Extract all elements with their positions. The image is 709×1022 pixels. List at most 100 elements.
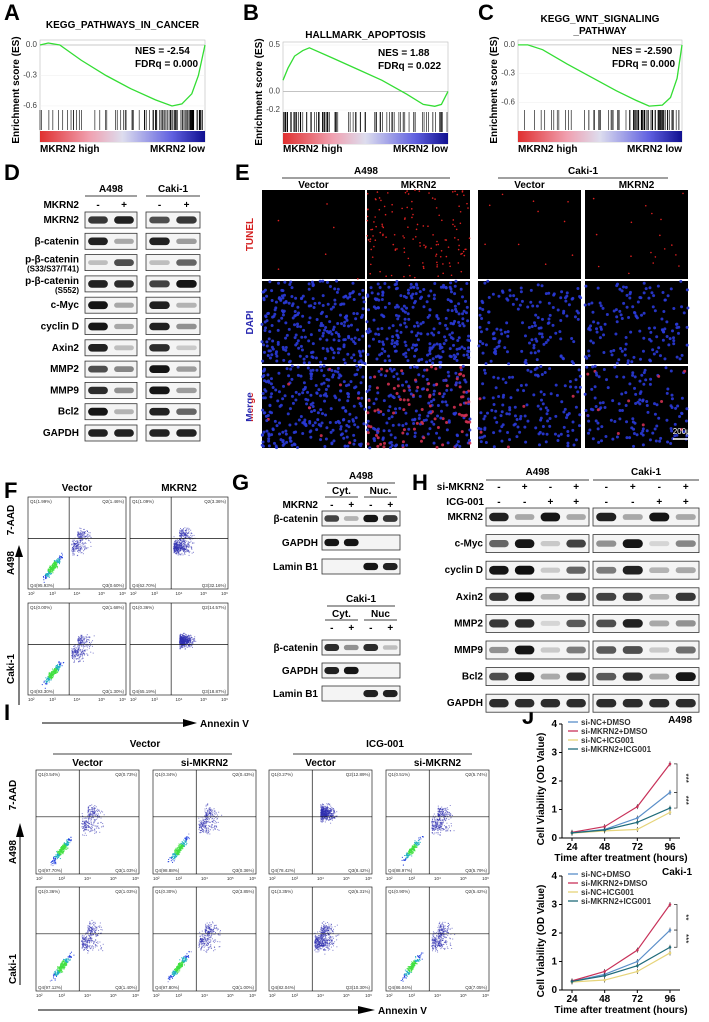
y-tick-label: -0.3 xyxy=(501,69,515,78)
event-dot xyxy=(94,828,96,830)
y-axis-label: Enrichment score (ES) xyxy=(11,36,22,143)
nucleus-dot xyxy=(406,312,410,316)
event-dot xyxy=(191,642,193,644)
event-dot xyxy=(86,530,88,532)
nucleus-dot xyxy=(671,329,675,333)
nucleus-dot xyxy=(481,301,485,305)
event-dot xyxy=(180,554,182,556)
event-dot xyxy=(57,667,59,669)
event-dot xyxy=(179,533,181,535)
event-dot xyxy=(178,543,180,545)
nucleus-dot xyxy=(273,419,277,423)
nucleus-dot xyxy=(278,432,282,436)
nucleus-dot xyxy=(457,312,461,316)
nucleus-dot xyxy=(302,357,306,361)
event-dot xyxy=(56,668,58,670)
event-dot xyxy=(92,652,94,654)
nucleus-dot xyxy=(438,365,442,369)
nucleus-dot xyxy=(334,420,338,424)
event-dot xyxy=(78,640,80,642)
nucleus-dot xyxy=(376,327,380,331)
protein-band xyxy=(596,566,617,574)
protein-band xyxy=(114,216,134,224)
event-dot xyxy=(63,661,65,663)
event-dot xyxy=(85,823,87,825)
event-dot xyxy=(185,535,187,537)
event-dot xyxy=(82,820,84,822)
event-dot xyxy=(181,635,183,637)
nucleus-dot xyxy=(574,405,578,409)
event-dot xyxy=(51,674,53,676)
protein-band xyxy=(675,646,696,654)
nucleus-dot xyxy=(585,356,589,360)
nucleus-dot xyxy=(336,351,340,355)
nucleus-dot xyxy=(639,431,643,435)
nucleus-dot xyxy=(284,348,288,352)
event-dot xyxy=(83,817,85,819)
event-dot xyxy=(52,860,54,862)
apoptotic-nucleus xyxy=(366,431,370,435)
nucleus-dot xyxy=(450,331,454,335)
nucleus-dot xyxy=(444,379,448,383)
nucleus-dot xyxy=(268,330,272,334)
event-dot xyxy=(54,671,56,673)
event-dot xyxy=(74,654,76,656)
nucleus-dot xyxy=(638,398,642,402)
nucleus-dot xyxy=(324,388,328,392)
event-dot xyxy=(71,548,73,550)
nucleus-dot xyxy=(266,311,270,315)
event-dot xyxy=(90,813,92,815)
nucleus-dot xyxy=(461,317,465,321)
event-dot xyxy=(86,634,88,636)
quadrant-label-q4: Q4(65.19%) xyxy=(132,689,157,694)
event-dot xyxy=(178,550,180,552)
nucleus-dot xyxy=(478,306,482,310)
event-dot xyxy=(185,635,187,637)
nucleus-dot xyxy=(400,307,404,311)
nucleus-dot xyxy=(425,377,429,381)
event-dot xyxy=(84,545,86,547)
nucleus-dot xyxy=(666,294,670,298)
event-dot xyxy=(71,654,73,656)
nucleus-dot xyxy=(522,389,526,393)
blot-c-Myc xyxy=(592,534,700,553)
nucleus-dot xyxy=(672,339,676,343)
event-dot xyxy=(73,648,75,650)
nucleus-dot xyxy=(416,286,420,290)
tunel-dot xyxy=(408,264,411,267)
event-dot xyxy=(180,545,182,547)
fraction-header: Nuc. xyxy=(370,486,392,497)
event-dot xyxy=(182,532,184,534)
nucleus-dot xyxy=(538,300,542,304)
nucleus-dot xyxy=(445,403,449,407)
nucleus-dot xyxy=(333,369,337,373)
nucleus-dot xyxy=(624,285,628,289)
nucleus-dot xyxy=(481,382,485,386)
event-dot xyxy=(85,645,87,647)
nucleus-dot xyxy=(437,436,441,440)
panel-label-C: C xyxy=(478,0,494,25)
event-dot xyxy=(45,574,47,576)
event-dot xyxy=(54,561,56,563)
event-dot xyxy=(179,544,181,546)
protein-band xyxy=(566,672,586,681)
event-dot xyxy=(60,556,62,558)
event-dot xyxy=(188,554,190,556)
nucleus-dot xyxy=(300,335,304,339)
event-dot xyxy=(87,530,89,532)
event-dot xyxy=(72,548,74,550)
nucleus-dot xyxy=(307,282,311,286)
event-dot xyxy=(181,534,183,536)
fraction-header: Nuc xyxy=(371,609,390,620)
tunel-dot xyxy=(459,210,462,213)
nucleus-dot xyxy=(269,377,273,381)
nucleus-dot xyxy=(309,333,313,337)
event-dot xyxy=(187,634,189,636)
tunel-dot xyxy=(372,235,374,237)
nucleus-dot xyxy=(523,425,527,429)
nucleus-dot xyxy=(613,365,617,369)
lane-sign: + xyxy=(387,500,393,511)
tunel-dot xyxy=(332,226,335,229)
event-dot xyxy=(175,546,177,548)
apoptotic-nucleus xyxy=(398,398,402,402)
